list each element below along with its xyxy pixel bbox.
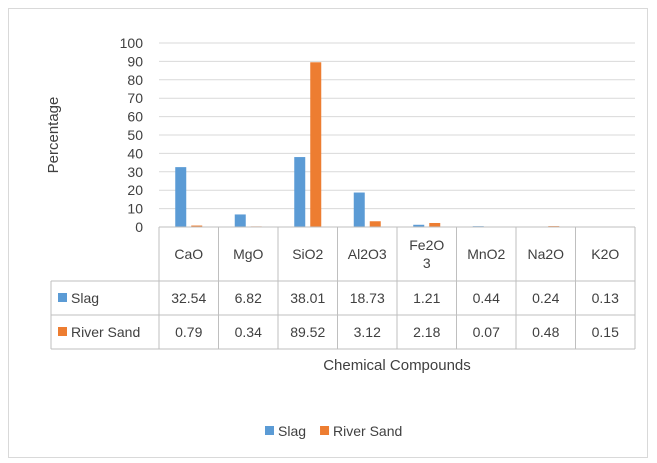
bar — [234, 214, 246, 227]
table-series-name: Slag — [71, 290, 99, 306]
x-tick-label: Al2O3 — [348, 246, 387, 262]
y-tick-label: 40 — [127, 145, 143, 161]
legend-swatch — [320, 426, 330, 435]
y-tick-label: 20 — [127, 182, 143, 198]
x-tick-label: K2O — [591, 246, 619, 262]
bar — [429, 222, 441, 227]
data-label: 3.12 — [354, 324, 381, 340]
data-label: 0.13 — [592, 290, 619, 306]
y-tick-label: 80 — [127, 72, 143, 88]
table-series-name: River Sand — [71, 324, 140, 340]
bar — [175, 167, 187, 227]
x-axis-title: Chemical Compounds — [323, 357, 471, 374]
y-tick-label: 90 — [127, 53, 143, 69]
y-tick-label: 50 — [127, 127, 143, 143]
x-tick-label: MgO — [233, 246, 263, 262]
bar — [369, 221, 381, 227]
bar — [413, 224, 425, 227]
data-label: 0.15 — [592, 324, 619, 340]
gridlines — [159, 42, 635, 228]
bars — [175, 62, 619, 228]
legend-label: Slag — [278, 423, 306, 439]
data-label: 0.24 — [532, 290, 559, 306]
x-tick-label: SiO2 — [292, 246, 323, 262]
bar — [191, 225, 203, 227]
data-table: CaO MgO SiO2 Al2O3 Fe2O 3 MnO2 Na2O K2O Slag 32.54… — [50, 226, 636, 350]
data-label: 2.18 — [413, 324, 440, 340]
data-label: 0.79 — [175, 324, 202, 340]
data-label: 0.48 — [532, 324, 559, 340]
legend-swatch — [265, 426, 274, 435]
y-axis-ticks: 0 10 20 30 40 50 60 70 80 90 100 — [120, 35, 144, 235]
y-tick-label: 0 — [135, 219, 143, 235]
y-tick-label: 30 — [127, 164, 143, 180]
legend-label: River Sand — [333, 423, 402, 439]
x-tick-label: MnO2 — [467, 246, 505, 262]
bar — [310, 62, 322, 227]
chart-area — [8, 8, 648, 458]
table-legend-key — [58, 327, 67, 336]
bar — [353, 192, 365, 227]
data-label: 0.44 — [473, 290, 500, 306]
data-label: 1.21 — [413, 290, 440, 306]
x-tick-label: CaO — [174, 246, 203, 262]
x-tick-label: Na2O — [527, 246, 564, 262]
y-tick-label: 70 — [127, 90, 143, 106]
bar — [294, 157, 306, 227]
table-legend-key — [58, 293, 67, 302]
data-label: 18.73 — [350, 290, 385, 306]
data-label: 38.01 — [290, 290, 325, 306]
y-tick-label: 60 — [127, 109, 143, 125]
y-axis-title: Percentage — [45, 97, 62, 174]
data-label: 89.52 — [290, 324, 325, 340]
legend: Slag River Sand — [265, 423, 402, 439]
x-tick-label: 3 — [423, 255, 431, 271]
data-label: 0.07 — [473, 324, 500, 340]
data-label: 6.82 — [235, 290, 262, 306]
data-label: 0.34 — [235, 324, 262, 340]
data-label: 32.54 — [171, 290, 206, 306]
y-tick-label: 100 — [120, 35, 144, 51]
x-tick-label: Fe2O — [409, 237, 444, 253]
y-tick-label: 10 — [127, 201, 143, 217]
